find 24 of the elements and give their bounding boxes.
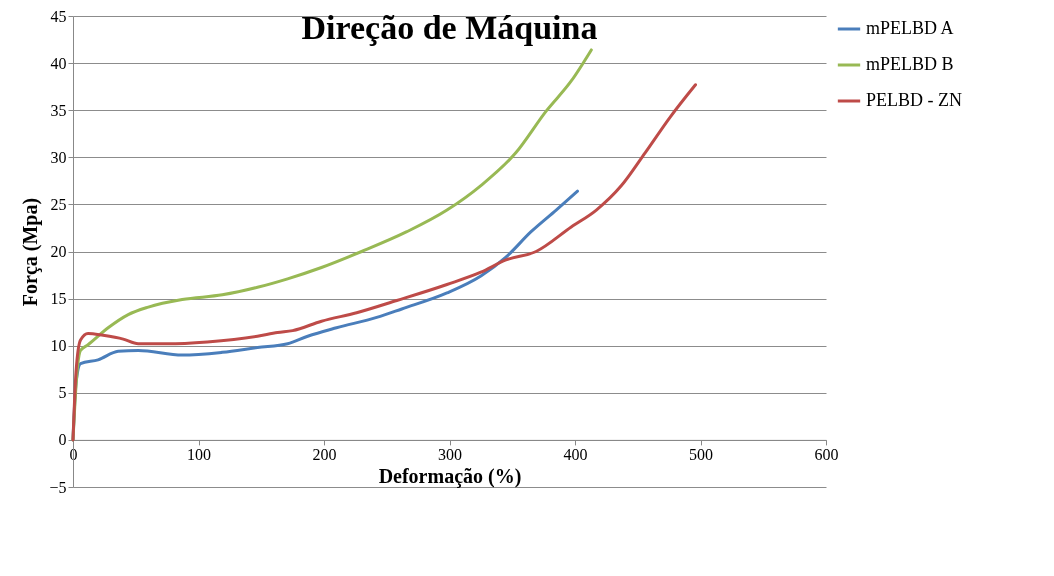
y-tick-label: 5 <box>58 384 67 402</box>
legend-label: mPELBD A <box>866 18 954 38</box>
legend-label: PELBD - ZN <box>866 90 962 110</box>
x-tick-label: 400 <box>563 446 588 464</box>
y-tick-label: 35 <box>50 101 67 119</box>
y-tick-label: −5 <box>49 478 67 496</box>
y-tick-label: 45 <box>50 7 67 25</box>
y-tick-label: 30 <box>50 148 67 166</box>
y-tick-label: 40 <box>50 54 67 72</box>
y-tick-label: 20 <box>50 243 67 260</box>
x-axis-title: Deformação (%) <box>378 465 522 489</box>
y-tick-label: 10 <box>50 337 67 355</box>
x-tick-label: 200 <box>312 446 337 464</box>
y-tick-label: 25 <box>50 195 67 213</box>
legend-label: mPELBD B <box>866 54 954 74</box>
chart-title: Direção de Máquina <box>301 9 598 46</box>
x-tick-label: 500 <box>689 446 713 464</box>
line-series <box>71 83 697 442</box>
x-tick-label: 100 <box>187 446 211 464</box>
y-axis-title: Força (Mpa) <box>19 197 43 307</box>
y-tick-label: 0 <box>58 431 67 449</box>
y-tick-label: 15 <box>50 290 67 308</box>
x-tick-label: 600 <box>814 446 839 464</box>
x-tick-label: 300 <box>438 446 462 464</box>
